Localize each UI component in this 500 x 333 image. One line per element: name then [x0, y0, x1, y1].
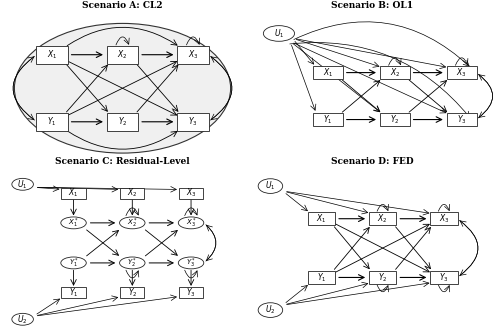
Text: $X_2$: $X_2$	[127, 187, 138, 199]
Text: $Y_1$: $Y_1$	[47, 116, 57, 128]
Text: $X_1$: $X_1$	[47, 49, 57, 61]
Title: Scenario A: CL2: Scenario A: CL2	[82, 1, 163, 10]
Text: $X_3$: $X_3$	[438, 212, 449, 225]
FancyBboxPatch shape	[62, 287, 86, 298]
FancyBboxPatch shape	[36, 46, 68, 64]
FancyBboxPatch shape	[430, 212, 458, 225]
FancyBboxPatch shape	[178, 46, 208, 64]
Text: $X_2$: $X_2$	[378, 212, 388, 225]
FancyBboxPatch shape	[369, 271, 396, 284]
Text: $X_3$: $X_3$	[188, 49, 198, 61]
Ellipse shape	[178, 217, 204, 229]
Ellipse shape	[61, 257, 86, 269]
FancyBboxPatch shape	[178, 113, 208, 131]
Text: $Y_1$: $Y_1$	[316, 271, 326, 284]
Text: $U_2$: $U_2$	[265, 304, 276, 316]
Text: $Y_2$: $Y_2$	[118, 116, 128, 128]
Text: $X_1$: $X_1$	[322, 66, 333, 79]
Text: $Y_3$: $Y_3$	[188, 116, 198, 128]
Text: $X_1$: $X_1$	[316, 212, 326, 225]
Text: $Y_3$: $Y_3$	[439, 271, 449, 284]
Text: $X_2^*$: $X_2^*$	[127, 216, 138, 229]
Text: $Y_3$: $Y_3$	[186, 286, 196, 299]
Ellipse shape	[264, 26, 294, 41]
Title: Scenario B: OL1: Scenario B: OL1	[332, 1, 413, 10]
Text: $X_3$: $X_3$	[456, 66, 467, 79]
Ellipse shape	[258, 179, 282, 193]
Text: $X_2$: $X_2$	[118, 49, 128, 61]
Text: $U_1$: $U_1$	[265, 180, 276, 192]
FancyBboxPatch shape	[446, 113, 476, 126]
FancyBboxPatch shape	[369, 212, 396, 225]
FancyBboxPatch shape	[120, 287, 144, 298]
FancyBboxPatch shape	[430, 271, 458, 284]
FancyBboxPatch shape	[107, 46, 138, 64]
Text: $U_1$: $U_1$	[274, 27, 284, 40]
Text: $U_1$: $U_1$	[18, 178, 28, 190]
Text: $Y_2^*$: $Y_2^*$	[128, 256, 138, 270]
Ellipse shape	[258, 303, 282, 317]
FancyBboxPatch shape	[380, 66, 410, 79]
Text: $X_3^*$: $X_3^*$	[186, 216, 196, 229]
FancyBboxPatch shape	[36, 113, 68, 131]
Text: $U_2$: $U_2$	[18, 313, 28, 326]
FancyBboxPatch shape	[380, 113, 410, 126]
Text: $Y_1^*$: $Y_1^*$	[68, 256, 78, 270]
FancyBboxPatch shape	[308, 212, 335, 225]
Text: $Y_2$: $Y_2$	[390, 113, 400, 126]
Title: Scenario D: FED: Scenario D: FED	[331, 158, 414, 166]
FancyBboxPatch shape	[313, 113, 343, 126]
Text: $X_1$: $X_1$	[68, 187, 79, 199]
FancyBboxPatch shape	[446, 66, 476, 79]
FancyBboxPatch shape	[179, 188, 203, 199]
FancyBboxPatch shape	[107, 113, 138, 131]
Text: $Y_2$: $Y_2$	[128, 286, 137, 299]
Text: $X_3$: $X_3$	[186, 187, 196, 199]
Ellipse shape	[14, 23, 230, 153]
Ellipse shape	[12, 178, 34, 190]
FancyBboxPatch shape	[62, 188, 86, 199]
Text: $Y_3^*$: $Y_3^*$	[186, 256, 196, 270]
Title: Scenario C: Residual-Level: Scenario C: Residual-Level	[55, 158, 190, 166]
Ellipse shape	[120, 217, 145, 229]
Ellipse shape	[61, 217, 86, 229]
Text: $Y_2$: $Y_2$	[378, 271, 388, 284]
FancyBboxPatch shape	[120, 188, 144, 199]
Text: $Y_3$: $Y_3$	[457, 113, 466, 126]
Ellipse shape	[120, 257, 145, 269]
Text: $Y_1$: $Y_1$	[323, 113, 332, 126]
Ellipse shape	[178, 257, 204, 269]
Text: $Y_1$: $Y_1$	[69, 286, 78, 299]
FancyBboxPatch shape	[179, 287, 203, 298]
Text: $X_2$: $X_2$	[390, 66, 400, 79]
Text: $X_1^*$: $X_1^*$	[68, 216, 79, 229]
FancyBboxPatch shape	[308, 271, 335, 284]
FancyBboxPatch shape	[313, 66, 343, 79]
Ellipse shape	[12, 313, 34, 325]
